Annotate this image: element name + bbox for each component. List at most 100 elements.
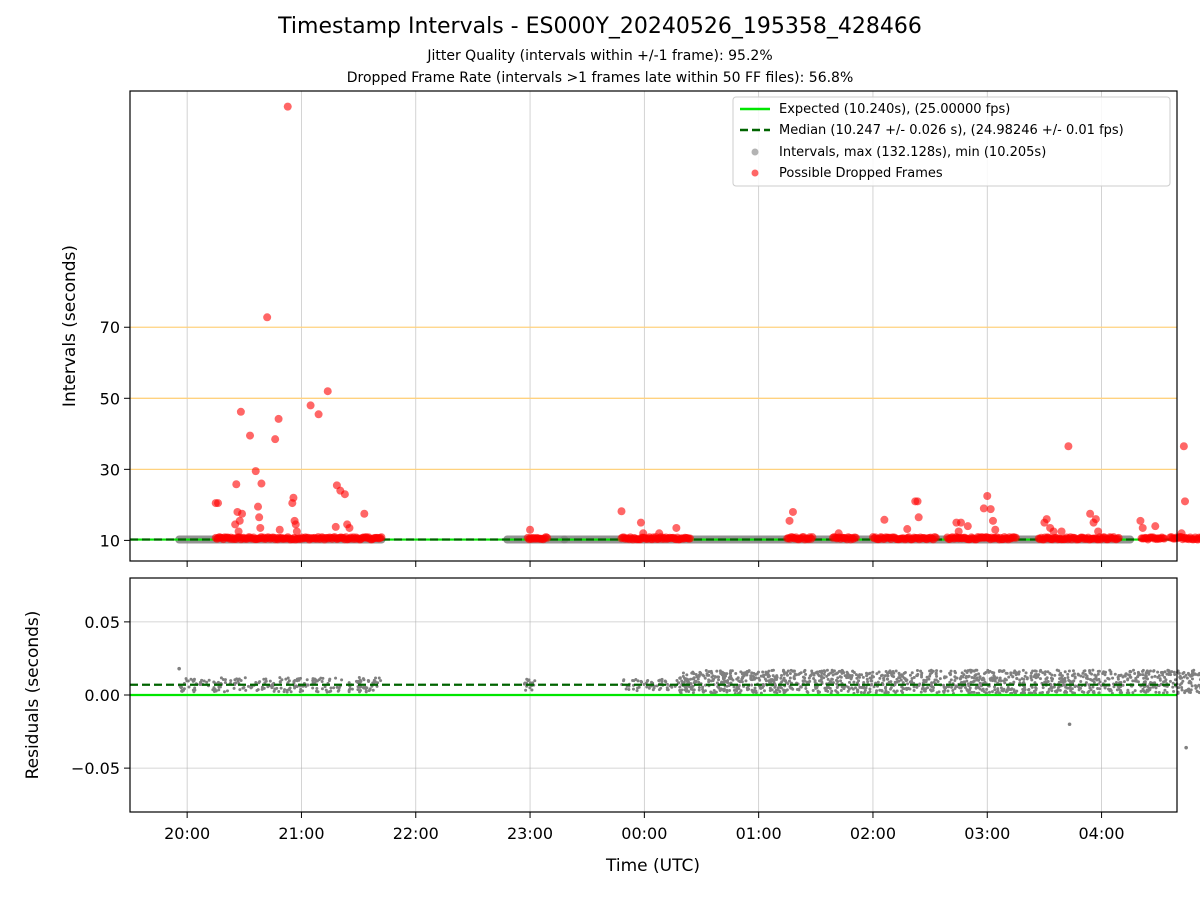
residual-point (930, 689, 934, 693)
residual-point (1027, 687, 1031, 691)
residual-point (988, 669, 992, 673)
residual-point (935, 674, 939, 678)
residual-point (1071, 669, 1075, 673)
x-tick-label: 04:00 (1079, 824, 1125, 843)
residual-point (795, 687, 799, 691)
residual-point (786, 669, 790, 673)
residuals-y-ticks: 0.05 0.00 −0.05 (71, 613, 130, 778)
residual-point (783, 690, 787, 694)
residual-point (1149, 680, 1153, 684)
residual-point (348, 687, 352, 691)
residual-point (709, 690, 713, 694)
residual-point (1091, 668, 1095, 672)
residual-point (1038, 677, 1042, 681)
residual-point (1190, 684, 1194, 688)
residual-point (763, 677, 767, 681)
residual-point (806, 691, 810, 695)
residual-point (939, 669, 943, 673)
residual-point (1093, 673, 1097, 677)
residual-point (858, 673, 862, 677)
dropped-frame-outlier (1181, 497, 1190, 506)
residual-point (888, 671, 892, 675)
residual-point (1047, 687, 1051, 691)
residual-point (788, 676, 792, 680)
residual-point (1167, 669, 1171, 673)
residual-point (635, 689, 639, 693)
dropped-frame-outlier (345, 523, 354, 532)
residual-point (685, 673, 689, 677)
residual-point (713, 675, 717, 679)
residual-point (191, 678, 195, 682)
residual-point (953, 678, 957, 682)
residual-point (958, 686, 962, 690)
residual-point (256, 688, 260, 692)
residual-point (975, 668, 979, 672)
residual-point (732, 688, 736, 692)
residual-point (850, 686, 854, 690)
residual-point (1018, 678, 1022, 682)
residual-point (1142, 690, 1146, 694)
interval-threshold-lines (130, 326, 1177, 470)
residual-point (691, 677, 695, 681)
residual-point (1072, 679, 1076, 683)
residuals-y-tick-label: 0.05 (84, 613, 120, 632)
residual-point (998, 676, 1002, 680)
residual-point (862, 680, 866, 684)
dropped-frame-outlier (785, 516, 794, 525)
residual-point (1058, 688, 1062, 692)
residual-point (861, 675, 865, 679)
residual-point (689, 682, 693, 686)
residual-point (219, 676, 223, 680)
residual-point (865, 677, 869, 681)
residual-point (678, 685, 682, 689)
residual-point (1011, 675, 1015, 679)
residual-point (1126, 688, 1130, 692)
residual-point (1098, 687, 1102, 691)
residual-point (953, 669, 957, 673)
residuals-x-ticks: 20:00 21:00 22:00 23:00 00:00 01:00 02:00 03:00… (164, 812, 1125, 843)
dropped-frame-outlier (236, 407, 245, 416)
residual-point (972, 679, 976, 683)
residual-point (921, 681, 925, 685)
residual-point (246, 684, 250, 688)
residual-point (729, 676, 733, 680)
residual-point (725, 684, 729, 688)
residual-point (703, 676, 707, 680)
residual-point (336, 689, 340, 693)
residual-point (949, 669, 953, 673)
legend-dropped-swatch (751, 169, 759, 177)
residual-point (970, 690, 974, 694)
dropped-frame-outlier (232, 480, 241, 489)
residual-point (680, 688, 684, 692)
residual-point (791, 669, 795, 673)
residual-point (753, 686, 757, 690)
residual-point (895, 677, 899, 681)
residual-point (358, 685, 362, 689)
residual-point (997, 691, 1001, 695)
residual-point (767, 679, 771, 683)
residual-point (1046, 670, 1050, 674)
residual-point (734, 671, 738, 675)
residual-point (862, 691, 866, 695)
residual-point (288, 686, 292, 690)
residual-point (695, 675, 699, 679)
residual-point (1182, 670, 1186, 674)
residual-point (301, 689, 305, 693)
residual-point (717, 678, 721, 682)
residual-point (1194, 685, 1198, 689)
residual-point (859, 690, 863, 694)
residual-point (719, 671, 723, 675)
residual-point (707, 673, 711, 677)
residual-point (205, 680, 209, 684)
dropped-frame-outlier (1086, 509, 1095, 518)
residual-point (1002, 688, 1006, 692)
dropped-frame-outlier (526, 525, 535, 534)
residual-point (254, 681, 258, 685)
residual-point (1113, 672, 1117, 676)
residual-point (692, 672, 696, 676)
residual-point (868, 687, 872, 691)
residual-point (340, 678, 344, 682)
dropped-frame-outlier (1094, 527, 1103, 536)
residual-point (329, 689, 333, 693)
residual-point (702, 674, 706, 678)
